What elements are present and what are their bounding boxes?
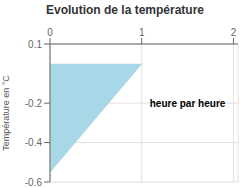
svg-text:heure par heure: heure par heure [150, 98, 226, 109]
svg-text:-0.2: -0.2 [25, 98, 43, 109]
svg-text:1: 1 [139, 27, 145, 38]
svg-text:0.1: 0.1 [28, 39, 42, 50]
svg-text:-0.4: -0.4 [25, 137, 43, 148]
html-text:Evolution de la température: Evolution de la température [46, 3, 204, 17]
svg-text:2: 2 [231, 27, 237, 38]
svg-text:Température en °C: Température en °C [8, 75, 11, 151]
svg-text:-0.6: -0.6 [25, 177, 43, 188]
svg-text:0: 0 [47, 27, 53, 38]
